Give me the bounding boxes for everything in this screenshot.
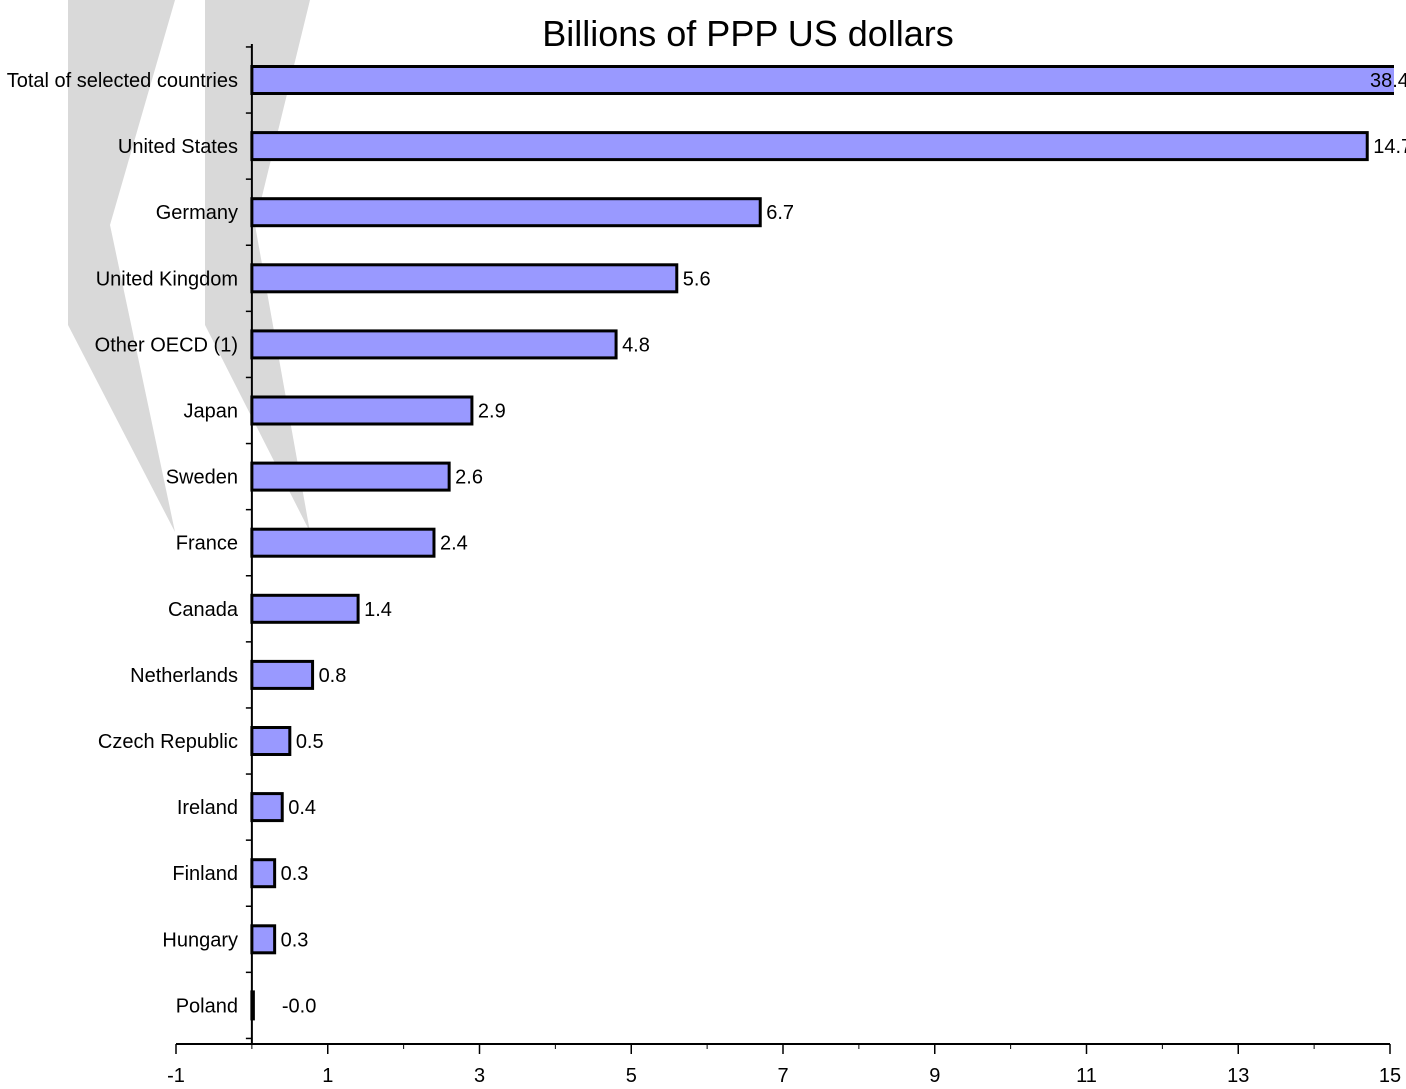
x-tick-label: 11 <box>1076 1065 1097 1087</box>
category-label: Poland <box>176 995 238 1017</box>
category-label: Netherlands <box>130 665 238 687</box>
category-label: Hungary <box>162 929 238 951</box>
value-label: 2.6 <box>455 467 483 489</box>
bar <box>250 461 451 492</box>
value-label: -0.0 <box>282 995 316 1017</box>
value-label: 0.4 <box>288 797 316 819</box>
value-label: 1.4 <box>364 599 392 621</box>
value-label: 0.3 <box>281 929 309 951</box>
value-label: 0.5 <box>296 731 324 753</box>
category-label: Czech Republic <box>98 731 238 753</box>
bar <box>250 858 277 889</box>
value-label: 6.7 <box>766 202 794 224</box>
value-label: 14.7 <box>1373 136 1406 158</box>
x-tick-label: 15 <box>1379 1065 1401 1087</box>
category-label: Japan <box>184 401 239 423</box>
chart-title: Billions of PPP US dollars <box>542 13 954 54</box>
x-tick-label: 13 <box>1227 1065 1249 1087</box>
bar <box>250 329 618 360</box>
x-tick-label: 5 <box>626 1065 637 1087</box>
bar <box>250 65 1394 95</box>
category-label: Canada <box>168 599 239 621</box>
bar <box>250 593 360 624</box>
value-label: 5.6 <box>683 268 711 290</box>
bar <box>250 131 1369 162</box>
bar <box>250 726 292 756</box>
category-label: Total of selected countries <box>7 70 238 92</box>
category-label: Ireland <box>177 797 238 819</box>
x-tick-label: -1 <box>167 1065 185 1087</box>
bar <box>250 792 284 823</box>
bar <box>250 263 679 294</box>
category-label: Finland <box>172 863 238 885</box>
x-tick-label: 9 <box>929 1065 940 1087</box>
x-tick-label: 7 <box>777 1065 788 1087</box>
category-label: United Kingdom <box>96 268 238 290</box>
value-label: 38.4 <box>1370 70 1406 92</box>
category-label: Sweden <box>166 467 238 489</box>
value-label: 0.8 <box>319 665 347 687</box>
bar <box>250 395 474 426</box>
value-label: 4.8 <box>622 334 650 356</box>
category-label: Other OECD (1) <box>95 334 238 356</box>
value-label: 2.4 <box>440 533 468 555</box>
bar <box>250 659 315 690</box>
value-label: 0.3 <box>281 863 309 885</box>
category-label: Germany <box>156 202 238 224</box>
category-label: United States <box>118 136 238 158</box>
x-tick-label: 1 <box>322 1065 333 1087</box>
value-label: 2.9 <box>478 401 506 423</box>
bar <box>250 527 436 558</box>
bar <box>250 924 277 955</box>
bar <box>250 197 762 228</box>
x-tick-label: 3 <box>474 1065 485 1087</box>
category-label: France <box>176 533 238 555</box>
